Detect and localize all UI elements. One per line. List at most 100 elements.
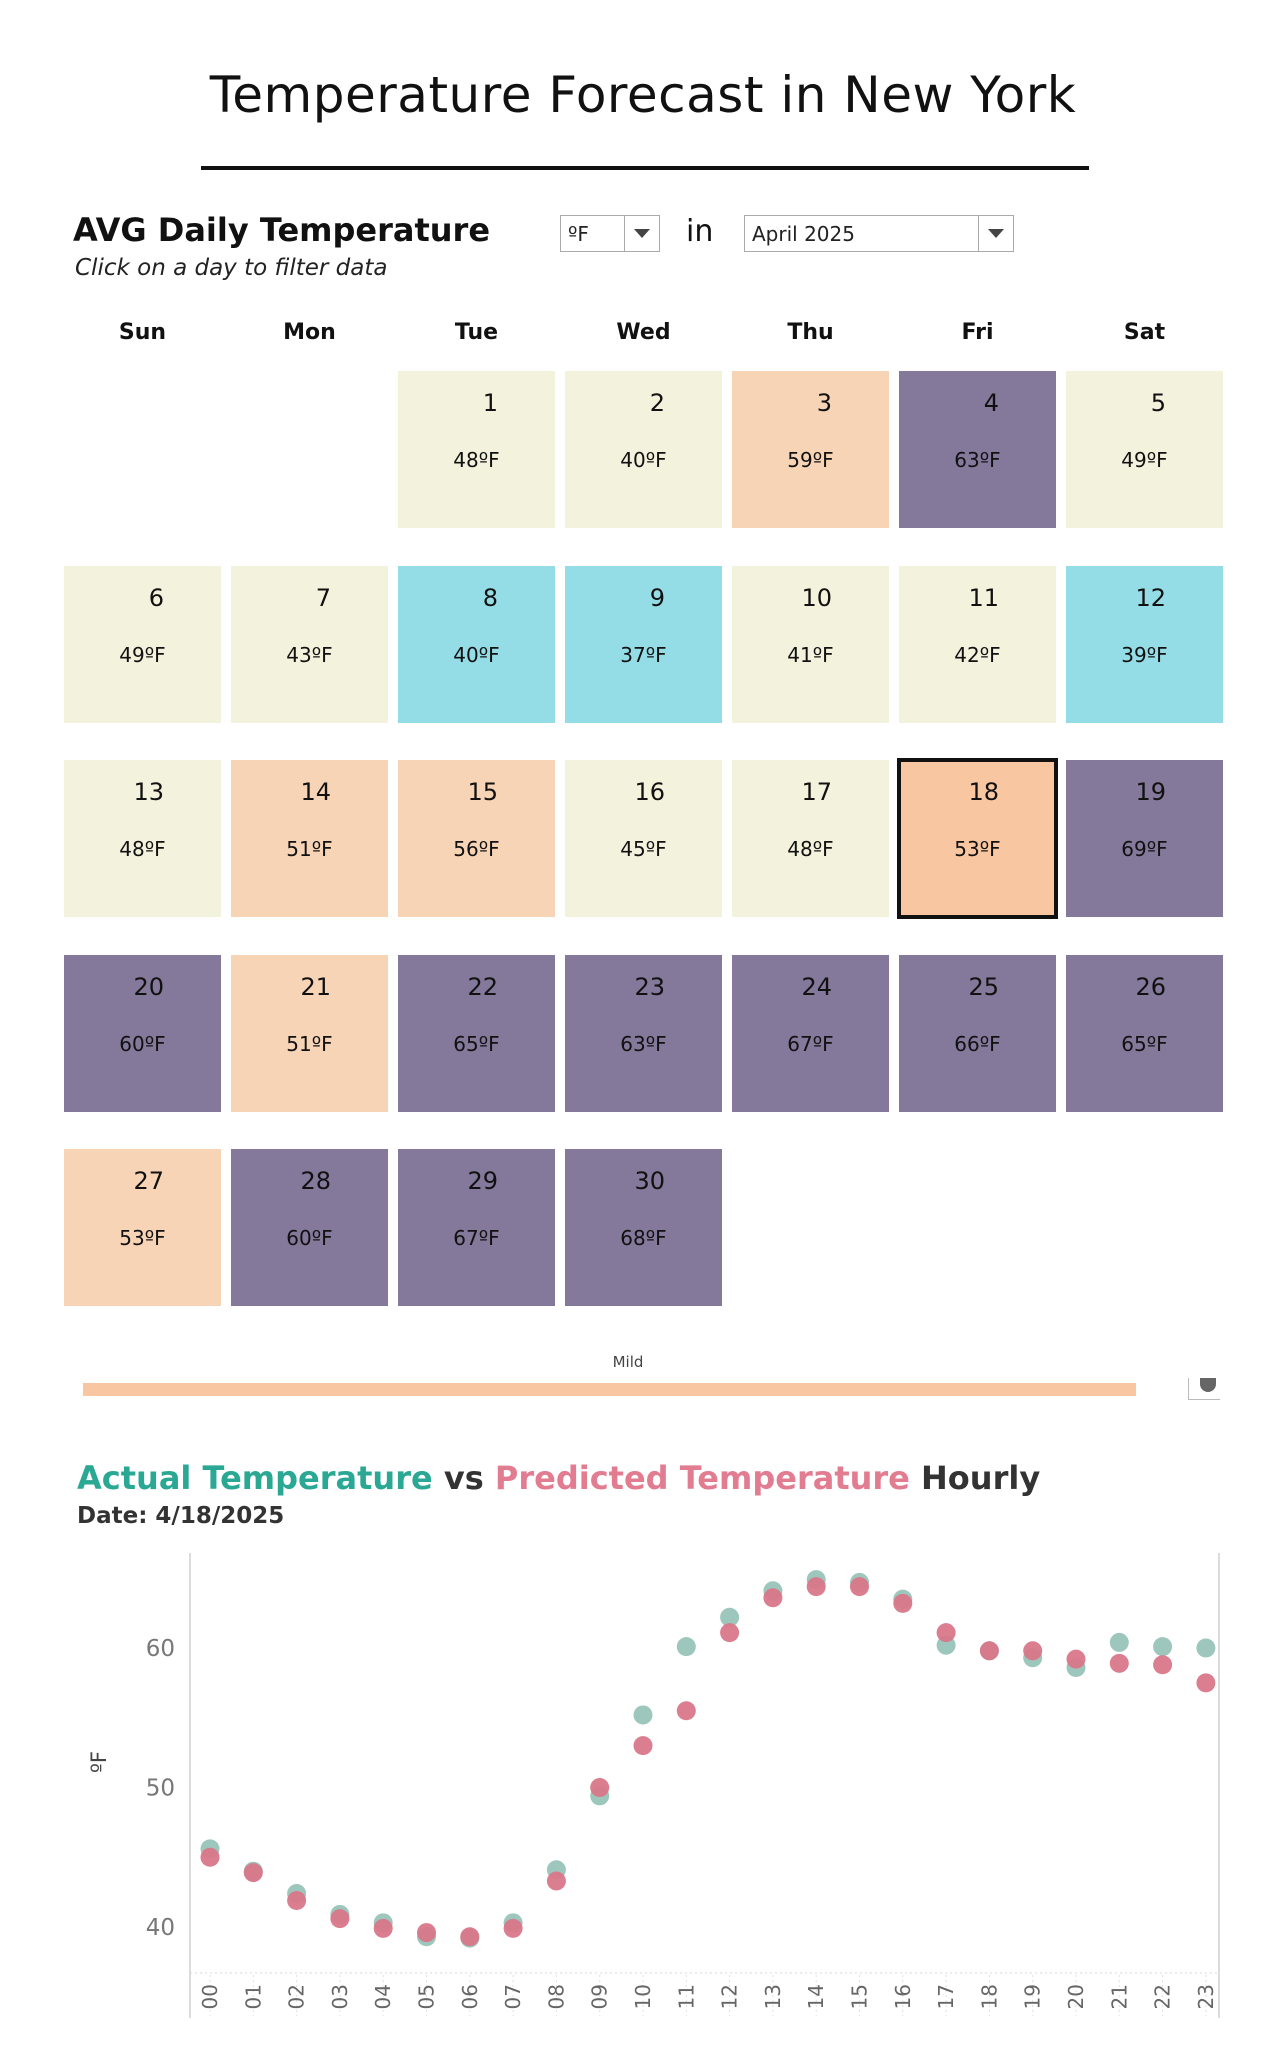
x-tick-label: 22 (1151, 1984, 1175, 2009)
unit-dropdown[interactable]: ºF (560, 215, 660, 252)
calendar-day-30[interactable]: 30 68ºF (565, 1149, 722, 1306)
day-number: 15 (467, 778, 498, 806)
x-tick-label: 19 (1021, 1984, 1045, 2009)
calendar-day-20[interactable]: 20 60ºF (64, 955, 221, 1112)
chevron-down-icon (988, 229, 1004, 238)
predicted-temperature-point (1109, 1653, 1129, 1673)
calendar-heading: AVG Daily Temperature (73, 211, 491, 249)
predicted-temperature-point (806, 1577, 826, 1597)
predicted-temperature-point (373, 1918, 393, 1938)
calendar-day-15[interactable]: 15 56ºF (398, 760, 555, 917)
x-tick-label: 11 (674, 1984, 698, 2009)
calendar-day-22[interactable]: 22 65ºF (398, 955, 555, 1112)
day-avg-temperature: 67ºF (787, 1032, 834, 1056)
calendar-day-11[interactable]: 11 42ºF (899, 566, 1056, 723)
day-avg-temperature: 41ºF (787, 643, 834, 667)
calendar-day-5[interactable]: 5 49ºF (1066, 371, 1223, 528)
actual-temperature-point (1153, 1637, 1173, 1657)
day-number: 4 (983, 389, 999, 417)
x-tick-label: 06 (458, 1984, 482, 2009)
predicted-temperature-point (850, 1577, 869, 1597)
month-dropdown-value: April 2025 (752, 221, 855, 246)
calendar-day-24[interactable]: 24 67ºF (732, 955, 889, 1112)
predicted-temperature-point (546, 1871, 566, 1891)
calendar-day-17[interactable]: 17 48ºF (732, 760, 889, 917)
weekday-fri: Fri (961, 320, 994, 345)
day-number: 25 (968, 973, 999, 1001)
calendar-day-19[interactable]: 19 69ºF (1066, 760, 1223, 917)
day-number: 9 (649, 584, 665, 612)
day-number: 12 (1135, 584, 1166, 612)
calendar-day-3[interactable]: 3 59ºF (732, 371, 889, 528)
day-number: 16 (634, 778, 665, 806)
day-avg-temperature: 37ºF (620, 643, 667, 667)
predicted-temperature-point (503, 1918, 523, 1938)
x-tick-label: 20 (1064, 1984, 1088, 2009)
day-number: 3 (816, 389, 832, 417)
calendar-day-27[interactable]: 27 53ºF (64, 1149, 221, 1306)
calendar-day-6[interactable]: 6 49ºF (64, 566, 221, 723)
day-avg-temperature: 65ºF (1121, 1032, 1168, 1056)
day-avg-temperature: 63ºF (620, 1032, 667, 1056)
predicted-temperature-point (287, 1890, 307, 1910)
day-avg-temperature: 65ºF (453, 1032, 500, 1056)
calendar-day-12[interactable]: 12 39ºF (1066, 566, 1223, 723)
calendar-day-29[interactable]: 29 67ºF (398, 1149, 555, 1306)
predicted-temperature-point (460, 1927, 480, 1947)
chevron-down-icon (634, 229, 650, 238)
day-avg-temperature: 53ºF (954, 837, 1001, 861)
legend-scroll-handle[interactable] (1200, 1378, 1216, 1392)
day-avg-temperature: 67ºF (453, 1226, 500, 1250)
predicted-temperature-point (893, 1593, 913, 1613)
month-dropdown-arrow[interactable] (978, 216, 1013, 251)
calendar-day-28[interactable]: 28 60ºF (231, 1149, 388, 1306)
calendar-day-13[interactable]: 13 48ºF (64, 760, 221, 917)
predicted-temperature-point (590, 1778, 610, 1797)
calendar-day-7[interactable]: 7 43ºF (231, 566, 388, 723)
chart-title-predicted: Predicted Temperature (494, 1459, 910, 1497)
calendar-day-9[interactable]: 9 37ºF (565, 566, 722, 723)
weekday-sat: Sat (1123, 320, 1166, 345)
day-avg-temperature: 48ºF (453, 448, 500, 472)
calendar-day-14[interactable]: 14 51ºF (231, 760, 388, 917)
calendar-day-25[interactable]: 25 66ºF (899, 955, 1056, 1112)
x-tick-label: 17 (934, 1984, 958, 2009)
day-avg-temperature: 48ºF (119, 837, 166, 861)
weekday-sun: Sun (118, 320, 167, 345)
day-number: 19 (1135, 778, 1166, 806)
day-number: 11 (968, 584, 999, 612)
month-dropdown[interactable]: April 2025 (744, 215, 1014, 252)
calendar-day-26[interactable]: 26 65ºF (1066, 955, 1223, 1112)
x-tick-label: 03 (328, 1984, 352, 2009)
predicted-temperature-point (1153, 1655, 1173, 1675)
calendar-day-4[interactable]: 4 63ºF (899, 371, 1056, 528)
predicted-temperature-point (676, 1701, 696, 1721)
predicted-temperature-point (720, 1623, 740, 1643)
day-avg-temperature: 59ºF (787, 448, 834, 472)
day-avg-temperature: 53ºF (119, 1226, 166, 1250)
calendar-day-8[interactable]: 8 40ºF (398, 566, 555, 723)
legend-color-bar (83, 1383, 1136, 1396)
day-number: 7 (315, 584, 331, 612)
x-tick-label: 15 (848, 1984, 872, 2009)
calendar-day-18[interactable]: 18 53ºF (897, 758, 1058, 919)
chart-title: Actual Temperature vs Predicted Temperat… (77, 1459, 1040, 1497)
calendar-day-23[interactable]: 23 63ºF (565, 955, 722, 1112)
day-avg-temperature: 60ºF (119, 1032, 166, 1056)
calendar-day-10[interactable]: 10 41ºF (732, 566, 889, 723)
day-avg-temperature: 60ºF (286, 1226, 333, 1250)
day-number: 24 (801, 973, 832, 1001)
legend-scroll-track (1188, 1378, 1220, 1400)
calendar-day-16[interactable]: 16 45ºF (565, 760, 722, 917)
calendar-subtitle: Click on a day to filter data (75, 255, 388, 281)
predicted-temperature-point (330, 1909, 350, 1929)
x-tick-label: 01 (241, 1984, 265, 2009)
calendar-day-1[interactable]: 1 48ºF (398, 371, 555, 528)
x-tick-label: 23 (1194, 1984, 1218, 2009)
calendar-day-21[interactable]: 21 51ºF (231, 955, 388, 1112)
calendar-day-2[interactable]: 2 40ºF (565, 371, 722, 528)
unit-dropdown-arrow[interactable] (624, 216, 659, 251)
y-tick-label: 40 (146, 1915, 175, 1941)
day-number: 5 (1150, 389, 1166, 417)
y-axis-label: ºF (87, 1751, 111, 1773)
